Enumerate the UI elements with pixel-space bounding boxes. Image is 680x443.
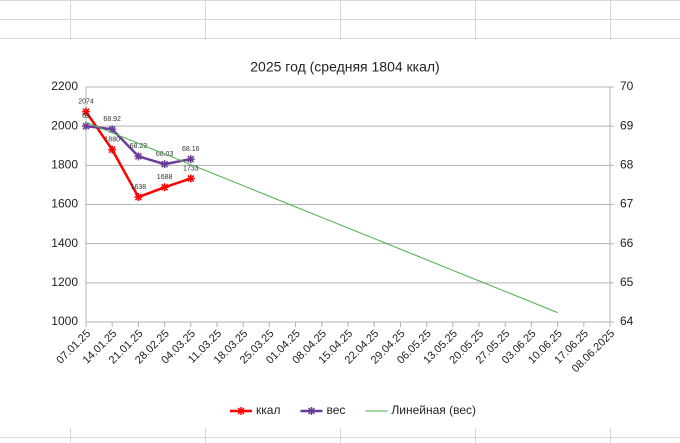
marker <box>307 407 316 415</box>
marker <box>82 122 90 131</box>
data-label: 1688 <box>157 174 173 181</box>
data-label: 68.23 <box>130 143 148 150</box>
marker <box>108 125 117 134</box>
chart-area <box>0 40 680 428</box>
y2-tick-label: 68 <box>620 158 634 172</box>
marker <box>160 160 169 169</box>
y2-tick-label: 67 <box>620 197 634 211</box>
y-tick-label: 1400 <box>51 236 78 250</box>
y-tick-label: 1800 <box>51 158 78 172</box>
marker <box>160 183 169 192</box>
y-tick-label: 1000 <box>51 314 78 328</box>
data-label: 2074 <box>78 99 94 106</box>
marker <box>134 152 143 161</box>
series-line <box>85 121 558 314</box>
data-label: 68.16 <box>182 146 200 153</box>
data-label: 1733 <box>183 165 199 172</box>
y2-tick-label: 65 <box>620 275 634 289</box>
marker <box>108 145 117 154</box>
y2-tick-label: 70 <box>620 79 634 93</box>
y2-tick-label: 69 <box>620 118 634 132</box>
legend-label: ккал <box>256 403 280 417</box>
y2-tick-label: 64 <box>620 314 634 328</box>
marker <box>237 407 245 415</box>
legend-label: Линейная (вес) <box>391 403 476 417</box>
marker <box>186 155 195 164</box>
marker <box>82 107 90 116</box>
data-label: 1880 <box>104 137 120 144</box>
y-tick-label: 1200 <box>51 275 78 289</box>
data-label: 69 <box>82 113 90 120</box>
chart-title: 2025 год (средняя 1804 ккал) <box>250 59 439 75</box>
y2-tick-label: 66 <box>620 236 634 250</box>
data-label: 1638 <box>131 184 147 191</box>
data-label: 68.92 <box>103 116 121 123</box>
marker <box>186 174 195 183</box>
y-tick-label: 2200 <box>51 79 78 93</box>
marker <box>134 193 143 202</box>
y-tick-label: 1600 <box>51 197 78 211</box>
y-tick-label: 2000 <box>51 118 78 132</box>
legend-label: вес <box>326 403 345 417</box>
